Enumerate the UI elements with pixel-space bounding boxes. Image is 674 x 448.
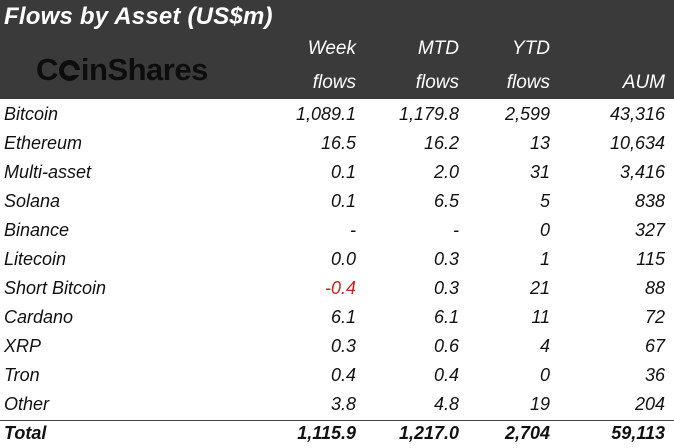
table-row: Ethereum 16.5 16.2 13 10,634 bbox=[0, 129, 674, 158]
asset-name: Multi-asset bbox=[4, 162, 92, 182]
asset-name: Ethereum bbox=[4, 133, 83, 153]
week-flows: 6.1 bbox=[330, 307, 356, 327]
table-row: Binance - - 0 327 bbox=[0, 216, 674, 245]
mtd-flows: 6.5 bbox=[433, 191, 459, 211]
aum: 36 bbox=[644, 365, 665, 385]
mtd-flows: - bbox=[453, 220, 459, 240]
table-row: Short Bitcoin -0.4 0.3 21 88 bbox=[0, 274, 674, 303]
total-aum: 59,113 bbox=[611, 423, 665, 443]
aum: 327 bbox=[634, 220, 665, 240]
total-row: Total 1,115.9 1,217.0 2,704 59,113 bbox=[0, 419, 674, 448]
mtd-flows: 2.0 bbox=[433, 162, 459, 182]
ytd-flows: 0 bbox=[539, 220, 550, 240]
week-flows: - bbox=[350, 220, 356, 240]
table-row: Cardano 6.1 6.1 11 72 bbox=[0, 303, 674, 332]
col-week-line1: Week bbox=[307, 38, 356, 59]
table-row: Solana 0.1 6.5 5 838 bbox=[0, 187, 674, 216]
mtd-flows: 6.1 bbox=[433, 307, 459, 327]
table-row: Bitcoin 1,089.1 1,179.8 2,599 43,316 bbox=[0, 100, 674, 129]
aum: 204 bbox=[634, 394, 665, 414]
asset-name: Other bbox=[4, 394, 50, 414]
col-mtd-line1: MTD bbox=[417, 38, 459, 59]
aum: 838 bbox=[634, 191, 665, 211]
logo-o-icon bbox=[58, 60, 81, 81]
ytd-flows: 21 bbox=[529, 278, 550, 298]
week-flows: 0.3 bbox=[330, 336, 356, 356]
mtd-flows: 16.2 bbox=[423, 133, 459, 153]
week-flows: 0.1 bbox=[330, 162, 356, 182]
table-row: XRP 0.3 0.6 4 67 bbox=[0, 332, 674, 361]
asset-name: Binance bbox=[4, 220, 70, 240]
table-row: Other 3.8 4.8 19 204 bbox=[0, 390, 674, 419]
ytd-flows: 11 bbox=[531, 307, 550, 327]
mtd-flows: 1,179.8 bbox=[398, 104, 459, 124]
ytd-flows: 2,599 bbox=[504, 104, 550, 124]
aum: 72 bbox=[644, 307, 665, 327]
week-flows: 0.1 bbox=[330, 191, 356, 211]
ytd-flows: 19 bbox=[529, 394, 550, 414]
logo-text-start: C bbox=[36, 52, 58, 87]
week-flows: 0.4 bbox=[330, 365, 356, 385]
aum: 43,316 bbox=[609, 104, 665, 124]
col-mtd-line2: flows bbox=[415, 72, 459, 93]
asset-name: Solana bbox=[4, 191, 61, 211]
week-flows: 0.0 bbox=[330, 249, 356, 269]
ytd-flows: 13 bbox=[529, 133, 550, 153]
week-flows: 3.8 bbox=[330, 394, 356, 414]
ytd-flows: 4 bbox=[539, 336, 550, 356]
asset-name: Cardano bbox=[4, 307, 74, 327]
mtd-flows: 4.8 bbox=[433, 394, 459, 414]
table-row: Litecoin 0.0 0.3 1 115 bbox=[0, 245, 674, 274]
col-ytd-line2: flows bbox=[506, 72, 550, 93]
mtd-flows: 0.4 bbox=[433, 365, 459, 385]
total-mtd-flows: 1,217.0 bbox=[398, 423, 459, 443]
aum: 3,416 bbox=[619, 162, 665, 182]
asset-name: Short Bitcoin bbox=[4, 278, 107, 298]
total-divider bbox=[0, 420, 674, 421]
week-flows-negative: -0.4 bbox=[324, 278, 356, 298]
ytd-flows: 1 bbox=[539, 249, 550, 269]
page-title: Flows by Asset (US$m) bbox=[4, 3, 273, 30]
asset-name: Tron bbox=[4, 365, 40, 385]
asset-name: Bitcoin bbox=[4, 104, 59, 124]
col-aum: AUM bbox=[622, 72, 665, 93]
aum: 115 bbox=[636, 249, 665, 269]
total-week-flows: 1,115.9 bbox=[297, 423, 356, 443]
mtd-flows: 0.6 bbox=[433, 336, 459, 356]
week-flows: 16.5 bbox=[320, 133, 356, 153]
col-ytd-line1: YTD bbox=[512, 38, 550, 59]
total-label: Total bbox=[4, 423, 47, 443]
col-week-line2: flows bbox=[312, 72, 356, 93]
aum: 10,634 bbox=[609, 133, 665, 153]
ytd-flows: 0 bbox=[539, 365, 550, 385]
aum: 67 bbox=[644, 336, 665, 356]
logo-text-end: inShares bbox=[80, 52, 208, 87]
asset-name: XRP bbox=[4, 336, 42, 356]
ytd-flows: 5 bbox=[539, 191, 550, 211]
week-flows: 1,089.1 bbox=[295, 104, 356, 124]
mtd-flows: 0.3 bbox=[433, 278, 459, 298]
table-row: Tron 0.4 0.4 0 36 bbox=[0, 361, 674, 390]
asset-name: Litecoin bbox=[4, 249, 67, 269]
total-ytd-flows: 2,704 bbox=[504, 423, 550, 443]
table-row: Multi-asset 0.1 2.0 31 3,416 bbox=[0, 158, 674, 187]
mtd-flows: 0.3 bbox=[433, 249, 459, 269]
ytd-flows: 31 bbox=[529, 162, 550, 182]
aum: 88 bbox=[644, 278, 665, 298]
